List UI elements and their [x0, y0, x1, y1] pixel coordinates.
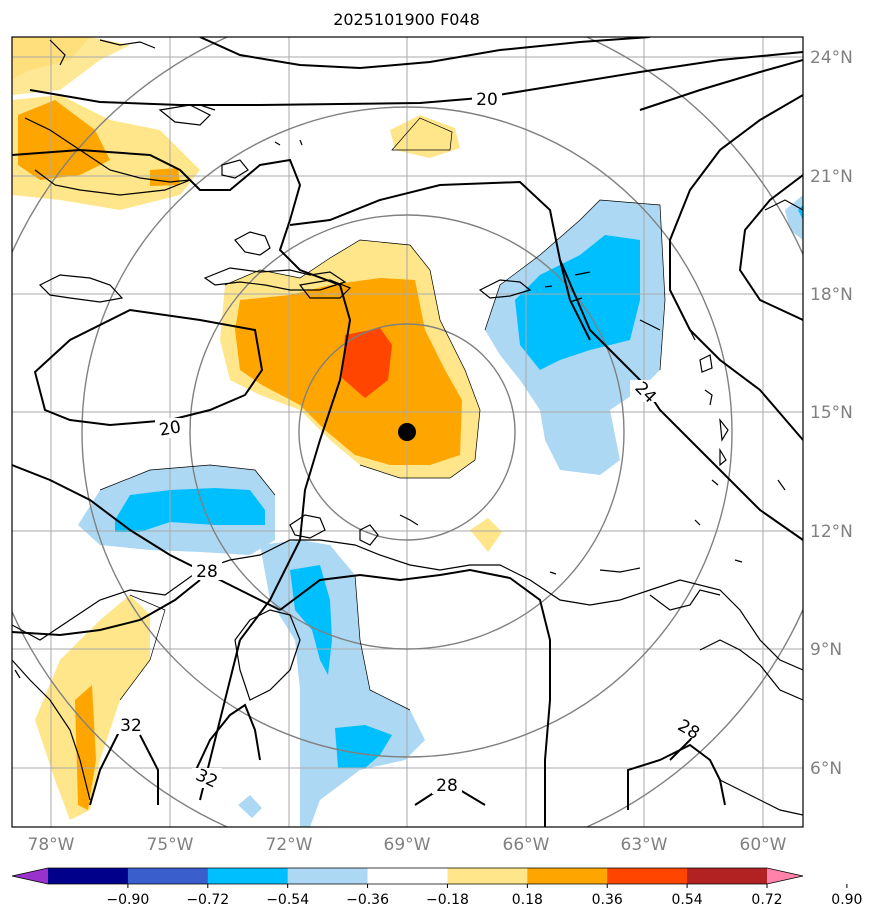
colorbar-extend-max: [767, 868, 803, 884]
lon-tick-label: 63°W: [621, 835, 668, 855]
colorbar-tick-label: −0.72: [186, 892, 229, 908]
contour-label: 28: [436, 776, 458, 796]
colorbar-segment: [607, 868, 688, 884]
lat-tick-label: 24°N: [810, 48, 853, 68]
colorbar-tick-label: −0.90: [106, 892, 149, 908]
height-contours: [12, 37, 803, 827]
lon-tick-label: 60°W: [740, 835, 787, 855]
colorbar-segment: [687, 868, 768, 884]
lon-tick-label: 69°W: [384, 835, 431, 855]
contour-label: 20: [476, 90, 498, 110]
colorbar-segment: [447, 868, 528, 884]
lon-tick-label: 72°W: [266, 835, 313, 855]
map-frame: [11, 36, 804, 828]
range-rings: [12, 37, 803, 827]
anomaly-outlines: [99, 117, 666, 711]
lat-tick-label: 18°N: [810, 285, 853, 305]
colorbar-tick-label: −0.54: [266, 892, 309, 908]
colorbar-tick-label: −0.18: [426, 892, 469, 908]
colorbar-tick-label: 0.36: [592, 892, 623, 908]
lat-tick-label: 12°N: [810, 522, 853, 542]
lat-tick-label: 9°N: [810, 640, 842, 660]
colorbar-segment: [527, 868, 608, 884]
colorbar-segment: [367, 868, 448, 884]
colorbar-segment: [287, 868, 369, 884]
map-title: 2025101900 F048: [333, 10, 480, 29]
positive-anomaly-fill: [12, 37, 502, 820]
latitude-labels: 24°N 21°N 18°N 15°N 12°N 9°N 6°N: [810, 48, 853, 779]
colorbar: −0.90 −0.72 −0.54 −0.36 −0.18 0.18 0.36 0.54 0.7…: [11, 867, 862, 908]
lon-tick-label: 66°W: [503, 835, 550, 855]
colorbar-tick-label: 0.90: [831, 892, 862, 908]
storm-center-dot: [398, 423, 416, 441]
lon-tick-label: 75°W: [147, 835, 194, 855]
lon-tick-label: 78°W: [28, 835, 75, 855]
colorbar-tick-label: 0.72: [751, 892, 782, 908]
colorbar-segment: [127, 868, 209, 884]
colorbar-outline: [11, 867, 804, 885]
contour-label: 20: [158, 417, 183, 440]
lat-tick-label: 6°N: [810, 759, 842, 779]
lat-tick-label: 15°N: [810, 403, 853, 423]
map-content: [12, 37, 803, 827]
contour-label: 32: [120, 716, 142, 736]
colorbar-segment: [48, 868, 129, 884]
lat-tick-label: 21°N: [810, 167, 853, 187]
contour-label: 28: [196, 562, 218, 582]
colorbar-extend-min: [12, 868, 48, 884]
colorbar-tick-label: 0.18: [512, 892, 543, 908]
colorbar-tick-label: −0.36: [346, 892, 389, 908]
colorbar-segment: [207, 868, 289, 884]
negative-anomaly-fill: [78, 195, 803, 827]
longitude-labels: 78°W 75°W 72°W 69°W 66°W 63°W 60°W: [28, 835, 787, 855]
colorbar-tick-label: 0.54: [672, 892, 703, 908]
